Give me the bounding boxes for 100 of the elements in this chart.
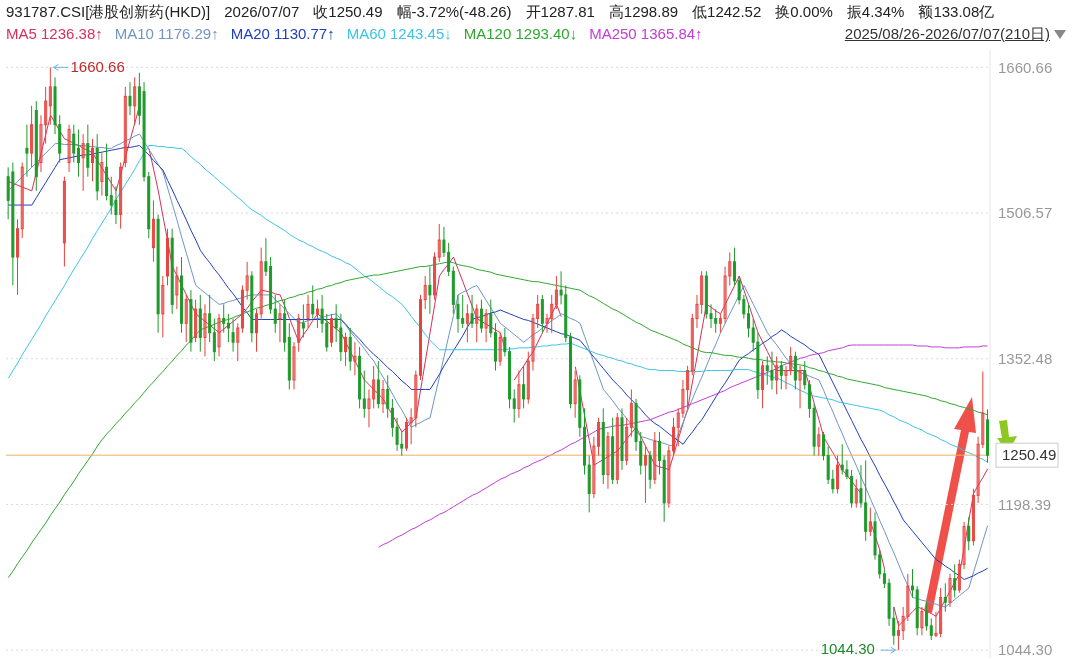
candlestick [479, 299, 483, 334]
candlestick [606, 431, 610, 490]
candlestick [381, 379, 385, 414]
text: 收1250.49 [313, 3, 383, 22]
candlestick [194, 299, 198, 343]
candlestick [301, 303, 305, 338]
candlestick [770, 351, 774, 390]
candlestick [62, 176, 66, 268]
candlestick [953, 563, 957, 598]
candlestick [114, 185, 118, 225]
candlestick [306, 294, 310, 329]
text: 幅-3.72%(-48.26) [396, 3, 512, 22]
candlestick [212, 318, 216, 362]
candlestick [629, 388, 633, 438]
line-series [7, 145, 989, 463]
candlestick [48, 66, 52, 126]
candlestick [344, 332, 348, 367]
y-tick-label: 1352.48 [998, 350, 1053, 368]
candlestick [489, 299, 493, 338]
candlestick [161, 275, 165, 338]
candlestick [339, 313, 343, 362]
candlestick [217, 313, 221, 357]
candlestick [433, 251, 437, 301]
candlestick [231, 318, 235, 353]
y-tick-label: 1660.66 [998, 58, 1053, 76]
candlestick [226, 313, 230, 343]
text: MA250 1365.84↑ [589, 25, 703, 44]
candlestick [165, 228, 169, 286]
candlestick [554, 275, 558, 310]
candlestick [943, 582, 947, 613]
candlestick [470, 294, 474, 329]
candlestick [128, 81, 132, 116]
candlestick [484, 308, 488, 343]
candlestick [255, 308, 259, 353]
candlestick [362, 370, 366, 419]
candlestick [353, 341, 357, 376]
candlestick [798, 365, 802, 409]
text: 2026/07/07 [224, 3, 300, 22]
chart-title: 931787.CSI[港股创新药(HKD)] [6, 3, 211, 22]
candlestick [329, 313, 333, 348]
candlestick [311, 284, 315, 320]
line-series [378, 344, 989, 548]
candlestick [643, 445, 647, 504]
candlestick [428, 266, 432, 315]
text: MA120 1293.40↓ [463, 25, 578, 44]
candlestick [91, 138, 95, 182]
text: 开1287.81 [525, 3, 595, 22]
candlestick [836, 455, 840, 494]
candlestick [278, 303, 282, 343]
candlestick [273, 294, 277, 334]
candlestick [25, 124, 29, 178]
candlestick [76, 128, 80, 178]
candlestick [817, 426, 821, 457]
candlestick [929, 617, 933, 641]
candlestick [222, 303, 226, 334]
text: MA10 1176.29↑ [114, 25, 219, 44]
candlestick [151, 199, 155, 263]
chart-subtitle: 2025/08/26-2026/07/07(210日) [844, 25, 1050, 44]
candlestick [292, 341, 296, 390]
candlestick [315, 299, 319, 329]
candlestick [648, 450, 652, 490]
candlestick [81, 133, 85, 192]
candlestick [747, 303, 751, 338]
candlestick [423, 275, 427, 310]
candlestick [761, 360, 765, 409]
text: 额133.08亿 [918, 3, 995, 22]
candlestick [119, 162, 123, 230]
candlestick [72, 124, 76, 164]
candlestick [512, 388, 516, 424]
candlestick [517, 370, 521, 419]
candlestick [100, 152, 104, 197]
text: MA60 1243.45↓ [346, 25, 452, 44]
text: MA20 1130.77↑ [230, 25, 335, 44]
candlestick [259, 247, 263, 320]
candlestick [465, 303, 469, 343]
candlestick [297, 313, 301, 353]
text: 换0.00% [775, 3, 833, 22]
candlestick [821, 431, 825, 461]
candlestick [615, 412, 619, 485]
candlestick [911, 568, 915, 598]
candlestick [175, 266, 179, 310]
candlestick [437, 223, 441, 263]
candlestick [657, 431, 661, 476]
candlestick [376, 360, 380, 409]
candlestick [475, 303, 479, 343]
candlestick [925, 601, 929, 632]
candlestick [386, 374, 390, 419]
candlestick [184, 294, 188, 343]
candlestick [133, 76, 137, 126]
y-tick-label: 1506.57 [998, 204, 1053, 222]
candlestick [419, 294, 423, 381]
candlestick [967, 516, 971, 551]
candlestick [203, 303, 207, 357]
candlestick [775, 355, 779, 395]
candlestick [20, 162, 24, 239]
annotation: 1044.30 [820, 640, 875, 658]
candlestick [793, 351, 797, 390]
candlestick [522, 365, 526, 409]
candlestick [779, 360, 783, 390]
ref-line-label: 1250.49 [1002, 446, 1057, 464]
